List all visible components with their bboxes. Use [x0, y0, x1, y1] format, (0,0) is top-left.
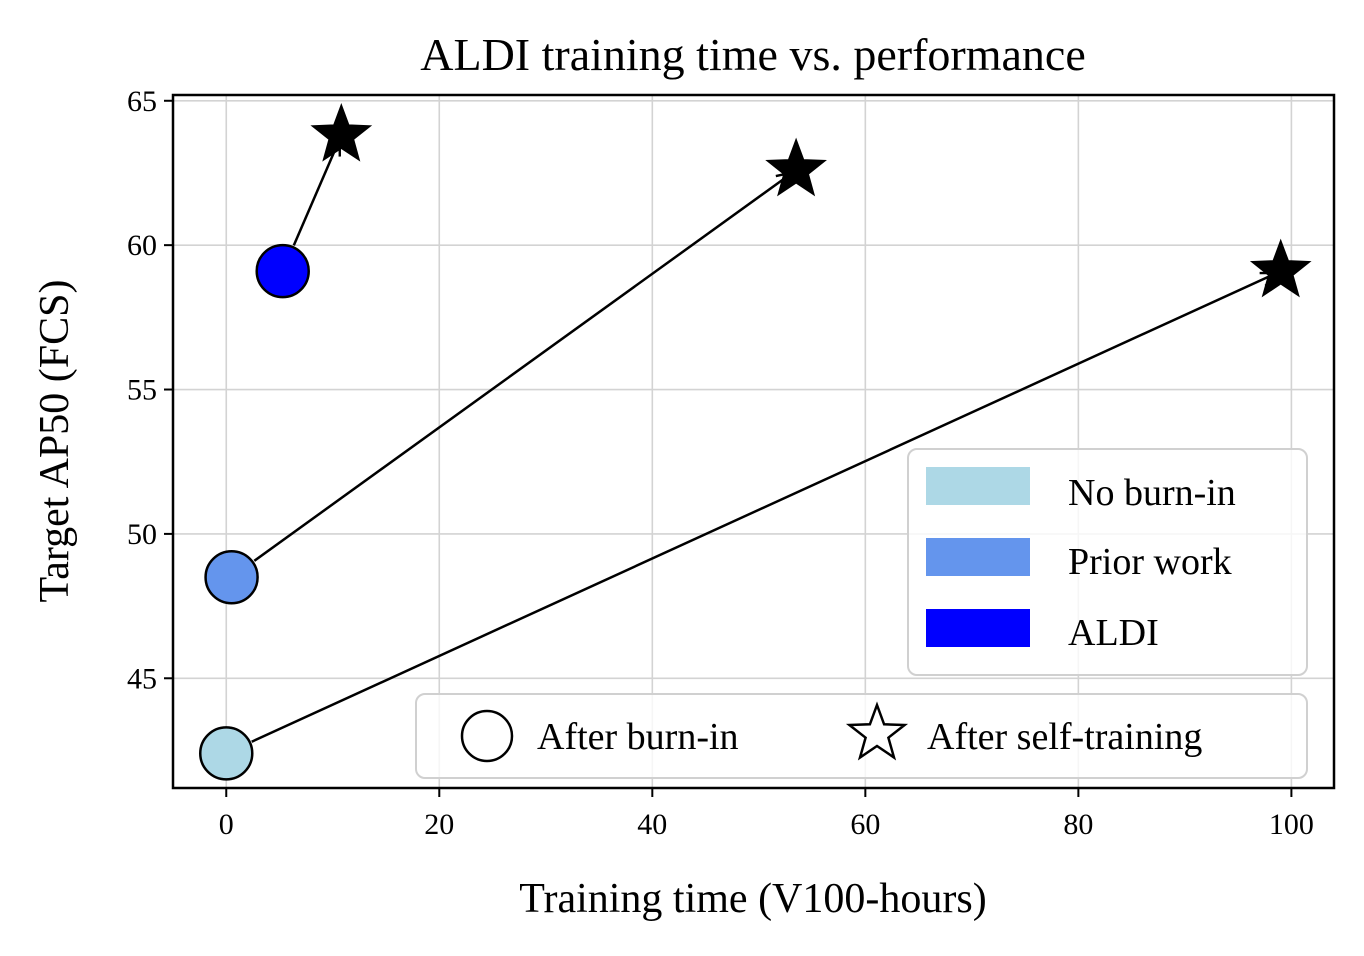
x-tick-label: 40	[637, 808, 667, 841]
arrows	[251, 139, 1277, 743]
legend-star-icon	[845, 701, 909, 761]
legend-circle-icon	[460, 709, 514, 763]
burn-in-point-prior-work	[204, 549, 259, 605]
burn-in-point-no-burn-in	[199, 726, 254, 781]
y-tick-label: 45	[127, 662, 157, 695]
legend-swatch-prior-work	[926, 538, 1030, 576]
arrow-prior-work	[253, 172, 793, 562]
burn-in-point-aldi	[255, 243, 310, 299]
y-tick-label: 50	[127, 518, 157, 551]
y-tick-label: 65	[127, 85, 157, 118]
x-tick-label: 0	[219, 808, 234, 841]
arrow-no-burn-in	[251, 273, 1277, 743]
self-training-point-prior-work	[765, 137, 827, 197]
chart-title: ALDI training time vs. performance	[420, 29, 1086, 80]
self-training-point-no-burn-in	[1249, 238, 1312, 298]
legend-label-prior-work: Prior work	[1068, 541, 1232, 583]
y-tick-label: 60	[127, 229, 157, 262]
legend-swatch-no-burn-in	[926, 467, 1030, 505]
legend-colors: No burn-in Prior work ALDI	[907, 448, 1308, 676]
x-tick-label: 20	[424, 808, 454, 841]
legend-label-after-self-training: After self-training	[927, 716, 1202, 758]
self-training-point-aldi	[310, 102, 373, 162]
legend-label-after-burn-in: After burn-in	[537, 716, 739, 758]
legend-label-aldi: ALDI	[1068, 612, 1159, 654]
x-tick-label: 100	[1269, 808, 1314, 841]
plot-frame	[171, 93, 1336, 790]
arrow-aldi	[292, 139, 340, 246]
y-axis-label: Target AP50 (FCS)	[32, 280, 78, 603]
y-tick-label: 55	[127, 374, 157, 407]
grid	[173, 95, 1334, 788]
x-axis-ticks: 0 20 40 60 80 100	[219, 788, 1314, 841]
legend-label-no-burn-in: No burn-in	[1068, 472, 1236, 514]
y-axis-ticks: 45 50 55 60 65	[127, 85, 173, 695]
x-axis-label: Training time (V100-hours)	[519, 876, 986, 922]
legend-swatch-aldi	[926, 609, 1030, 647]
legend-markers: After burn-in After self-training	[415, 693, 1308, 779]
data-points	[199, 102, 1312, 781]
x-tick-label: 60	[850, 808, 880, 841]
x-tick-label: 80	[1063, 808, 1093, 841]
